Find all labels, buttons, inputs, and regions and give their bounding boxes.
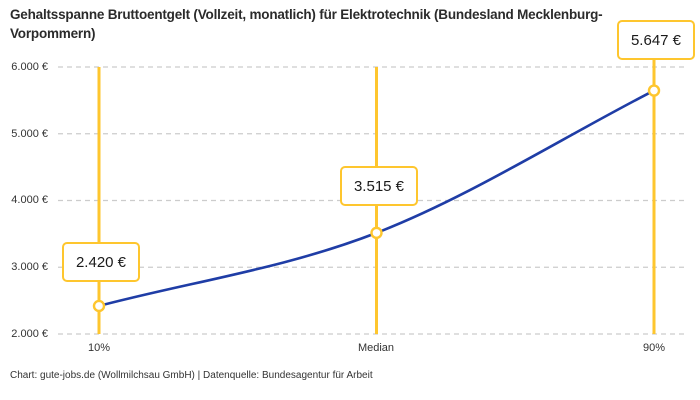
y-axis-tick-label: 4.000 € — [11, 194, 48, 206]
data-point-marker — [92, 299, 106, 313]
data-point-marker — [647, 84, 661, 97]
y-axis-tick-label: 3.000 € — [11, 261, 48, 273]
data-point-marker — [370, 226, 383, 240]
chart-footer-source: Chart: gute-jobs.de (Wollmilchsau GmbH) … — [10, 370, 373, 381]
y-axis-tick-label: 6.000 € — [11, 61, 48, 73]
x-axis-tick-label-90pct: 90% — [642, 342, 666, 354]
y-axis-tick-label: 2.000 € — [11, 328, 48, 340]
value-label-median: 3.515 € — [340, 166, 418, 206]
value-label-90pct: 5.647 € — [617, 20, 695, 60]
x-axis-tick-label-10pct: 10% — [87, 342, 111, 354]
value-label-10pct: 2.420 € — [62, 242, 140, 282]
x-axis-tick-label-median: Median — [357, 342, 395, 354]
chart-title: Gehaltsspanne Bruttoentgelt (Vollzeit, m… — [10, 7, 603, 41]
y-axis-tick-label: 5.000 € — [11, 128, 48, 140]
